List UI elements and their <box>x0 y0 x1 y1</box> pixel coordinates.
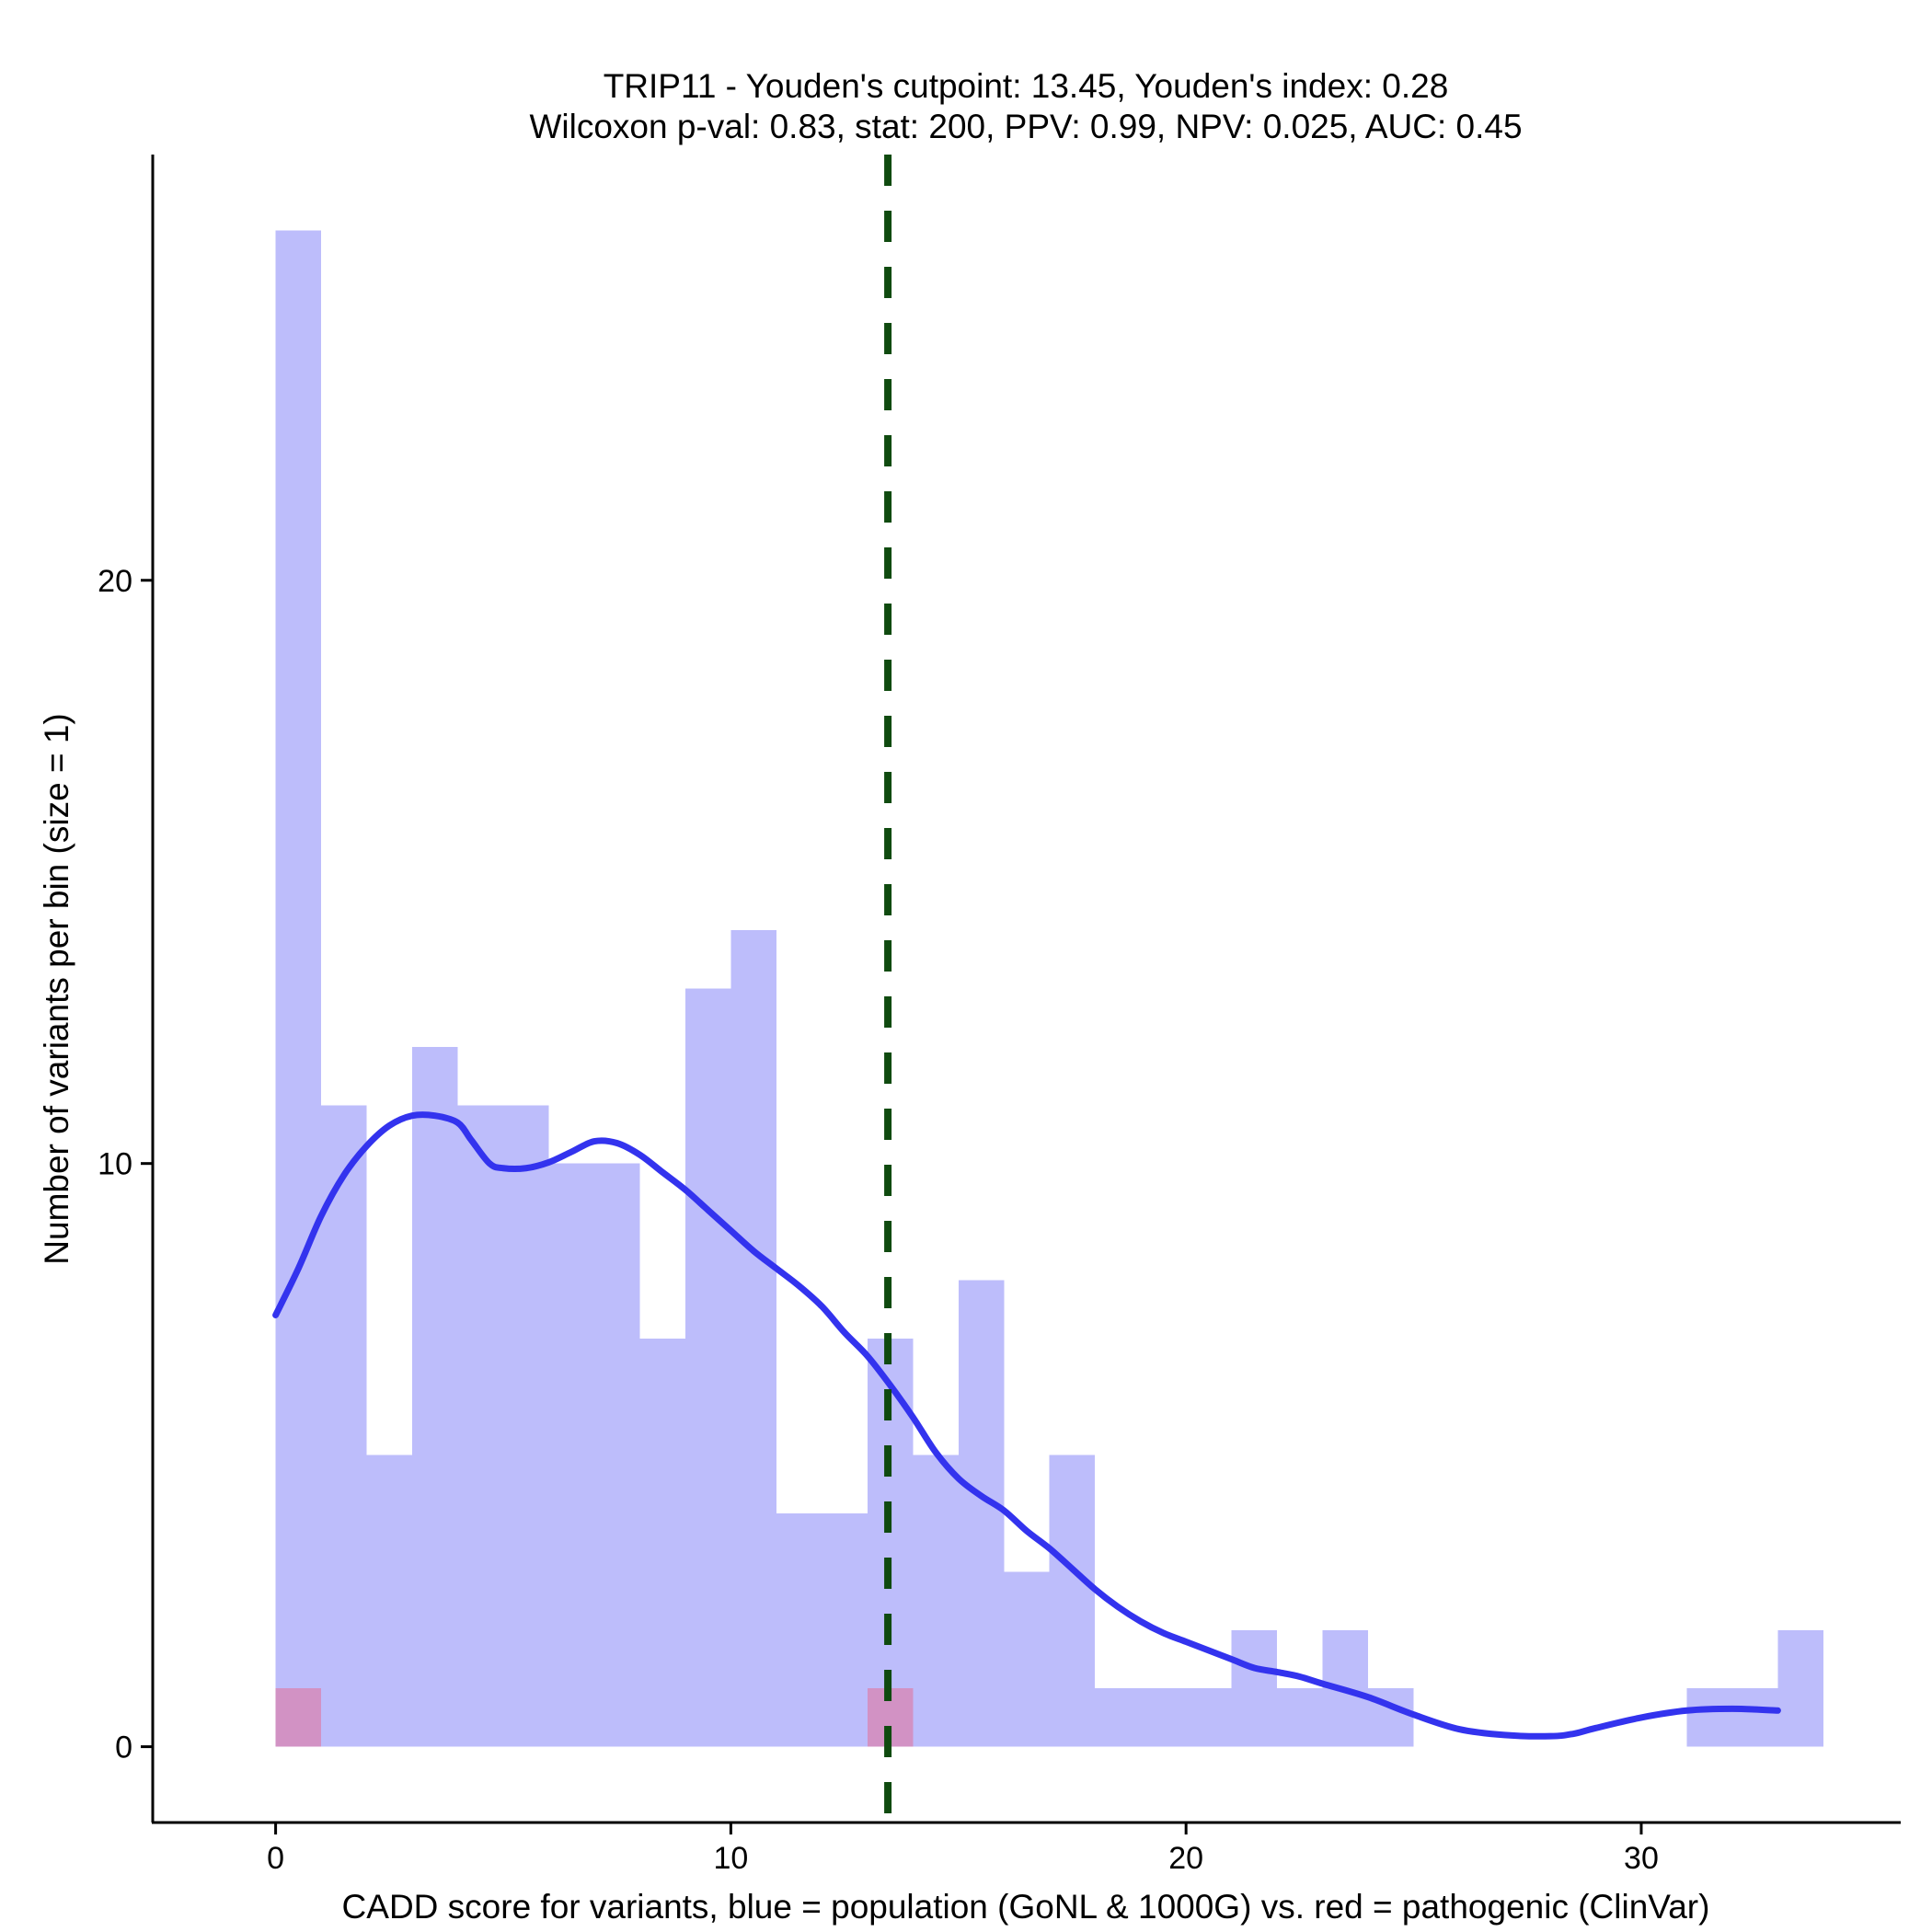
population-bar <box>548 1163 594 1747</box>
population-bar <box>684 988 731 1747</box>
x-tick-label: 10 <box>713 1841 748 1876</box>
population-bar <box>366 1455 413 1747</box>
population-bar <box>1140 1688 1187 1747</box>
population-bar <box>1686 1688 1732 1747</box>
population-bar <box>913 1455 959 1747</box>
population-bar <box>321 1105 367 1747</box>
x-ticks: 0 10 20 30 <box>267 1823 1659 1876</box>
x-tick-label: 20 <box>1168 1841 1203 1876</box>
population-bar <box>822 1513 868 1747</box>
population-bar <box>730 930 776 1747</box>
y-tick-label: 20 <box>98 564 132 599</box>
population-bar <box>1731 1688 1778 1747</box>
population-bar <box>457 1105 503 1747</box>
y-tick-label: 10 <box>98 1147 132 1182</box>
population-bar <box>1277 1688 1323 1747</box>
population-bar <box>776 1513 822 1747</box>
population-bar <box>412 1046 458 1747</box>
population-bar <box>1004 1571 1050 1747</box>
density-curve <box>272 1111 1781 1740</box>
population-bar <box>593 1163 640 1747</box>
population-bar <box>639 1338 685 1747</box>
x-tick-label: 0 <box>267 1841 284 1876</box>
chart-title-line-1: TRIP11 - Youden's cutpoint: 13.45, Youde… <box>604 67 1449 105</box>
population-bar <box>1049 1455 1096 1747</box>
population-bar <box>1231 1629 1278 1747</box>
x-axis-label: CADD score for variants, blue = populati… <box>342 1888 1710 1926</box>
density-layer <box>272 1111 1781 1740</box>
axes <box>151 155 1901 1824</box>
population-bar <box>1095 1688 1141 1747</box>
y-ticks: 0 10 20 <box>98 564 153 1765</box>
population-bar <box>958 1280 1005 1747</box>
chart-title-line-2: Wilcoxon p-val: 0.83, stat: 200, PPV: 0.… <box>529 108 1522 145</box>
y-axis-label: Number of variants per bin (size = 1) <box>38 713 75 1264</box>
x-tick-label: 30 <box>1624 1841 1659 1876</box>
pathogenic-bar <box>275 1688 322 1747</box>
population-bar <box>502 1105 549 1747</box>
population-bar <box>1777 1629 1823 1747</box>
population-bars <box>275 230 1823 1747</box>
y-tick-label: 0 <box>115 1731 132 1765</box>
population-bar <box>275 230 322 1747</box>
population-bar <box>1186 1688 1232 1747</box>
